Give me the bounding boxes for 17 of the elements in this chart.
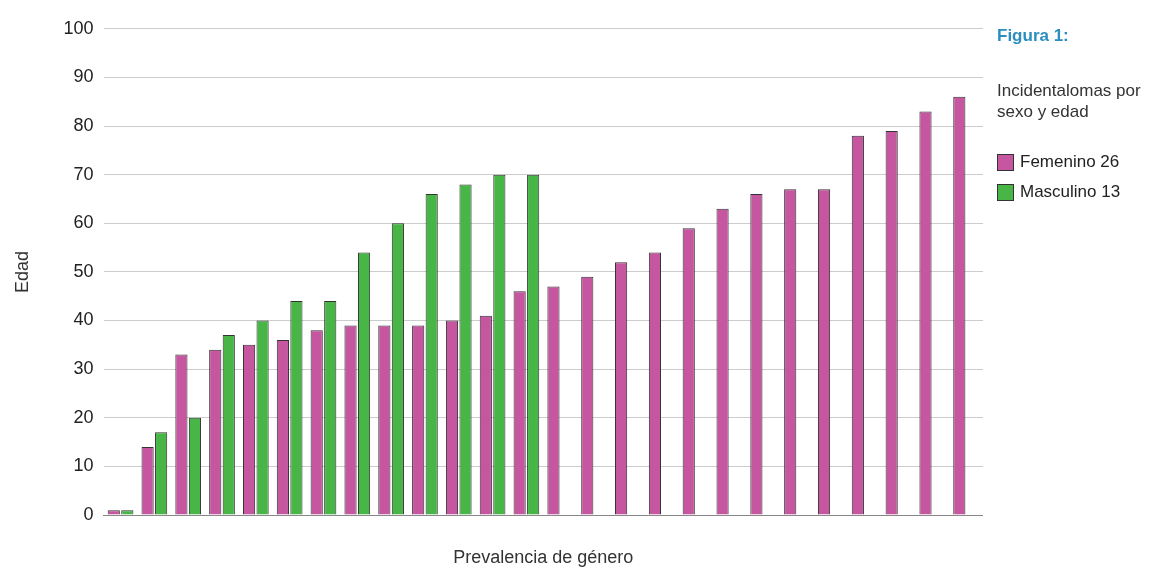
y-axis-title: Edad: [11, 250, 32, 293]
text: Figura 1:: [997, 26, 1070, 46]
y-tick-label: 40: [73, 309, 94, 330]
y-tick-label: 100: [63, 17, 94, 38]
y-tick-label: 80: [73, 115, 94, 136]
legend-label: Femenino 26: [1020, 152, 1120, 172]
text: Incidentalomas por sexo y edad: [997, 80, 1142, 122]
y-tick-label: 50: [73, 260, 94, 281]
y-tick-label: 90: [73, 66, 94, 87]
y-tick-label: 70: [73, 163, 94, 184]
x-axis-title: Prevalencia de género: [453, 547, 634, 568]
y-tick-label: 0: [83, 503, 94, 524]
y-tick-label: 10: [73, 455, 94, 476]
y-tick-label: 20: [73, 406, 94, 427]
legend-label: Masculino 13: [1020, 182, 1121, 202]
y-tick-label: 60: [73, 212, 94, 233]
y-tick-label: 30: [73, 358, 94, 379]
